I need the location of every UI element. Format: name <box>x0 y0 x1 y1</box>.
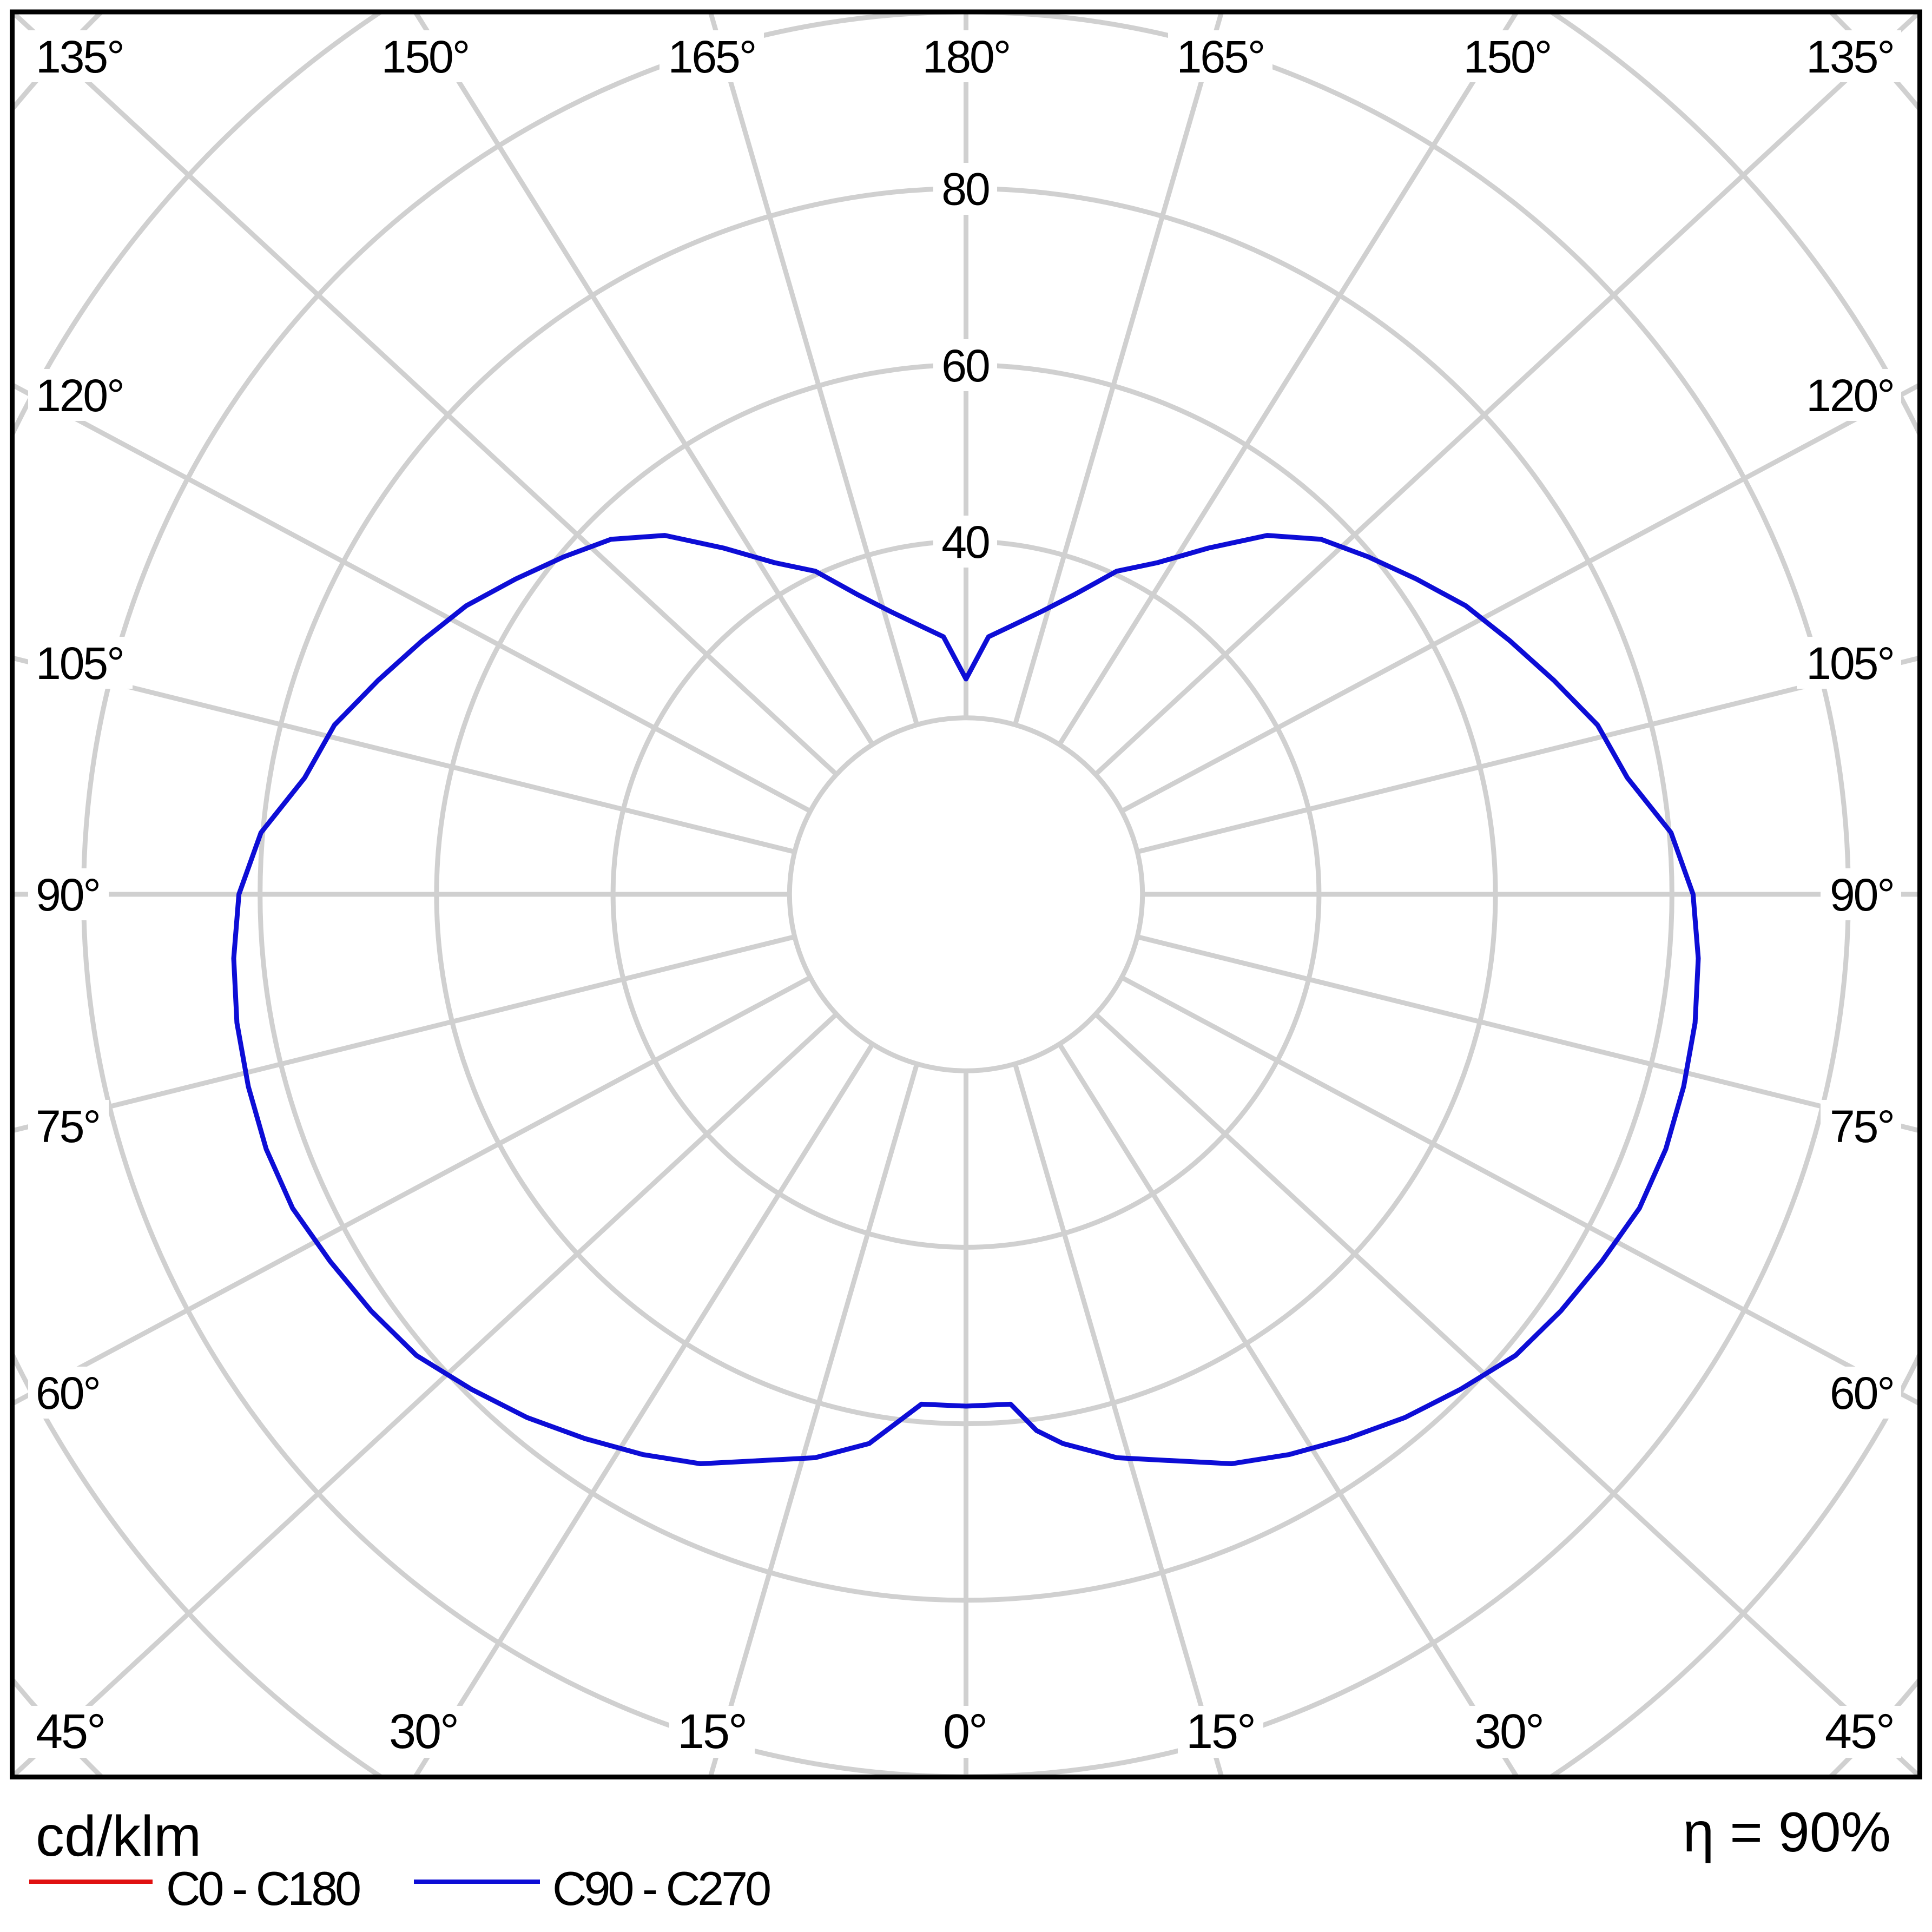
svg-text:120°: 120° <box>1806 370 1894 421</box>
svg-text:15°: 15° <box>1186 1705 1255 1759</box>
svg-text:75°: 75° <box>36 1101 100 1152</box>
svg-text:150°: 150° <box>381 31 469 82</box>
svg-text:90°: 90° <box>36 869 100 920</box>
svg-text:120°: 120° <box>36 370 123 421</box>
svg-text:180°: 180° <box>922 31 1010 82</box>
svg-text:60: 60 <box>941 340 989 391</box>
svg-text:165°: 165° <box>668 31 756 82</box>
svg-text:40: 40 <box>941 517 989 568</box>
svg-text:cd/klm: cd/klm <box>36 1804 201 1868</box>
svg-text:0°: 0° <box>943 1705 986 1759</box>
svg-text:150°: 150° <box>1463 31 1551 82</box>
svg-text:135°: 135° <box>1806 31 1894 82</box>
svg-text:C90 - C270: C90 - C270 <box>552 1862 770 1915</box>
svg-text:η = 90%: η = 90% <box>1683 1801 1891 1864</box>
svg-text:165°: 165° <box>1177 31 1264 82</box>
svg-text:C0 - C180: C0 - C180 <box>166 1862 360 1915</box>
svg-text:15°: 15° <box>677 1705 746 1759</box>
svg-text:80: 80 <box>941 164 989 215</box>
svg-text:105°: 105° <box>36 638 123 689</box>
svg-text:90°: 90° <box>1830 869 1894 920</box>
svg-text:60°: 60° <box>36 1368 100 1419</box>
svg-text:60°: 60° <box>1830 1368 1894 1419</box>
svg-text:30°: 30° <box>389 1705 458 1759</box>
svg-text:75°: 75° <box>1830 1101 1894 1152</box>
svg-text:45°: 45° <box>1825 1705 1894 1759</box>
svg-text:105°: 105° <box>1806 638 1894 689</box>
svg-text:45°: 45° <box>36 1705 104 1759</box>
svg-text:30°: 30° <box>1474 1705 1543 1759</box>
svg-text:135°: 135° <box>36 31 123 82</box>
